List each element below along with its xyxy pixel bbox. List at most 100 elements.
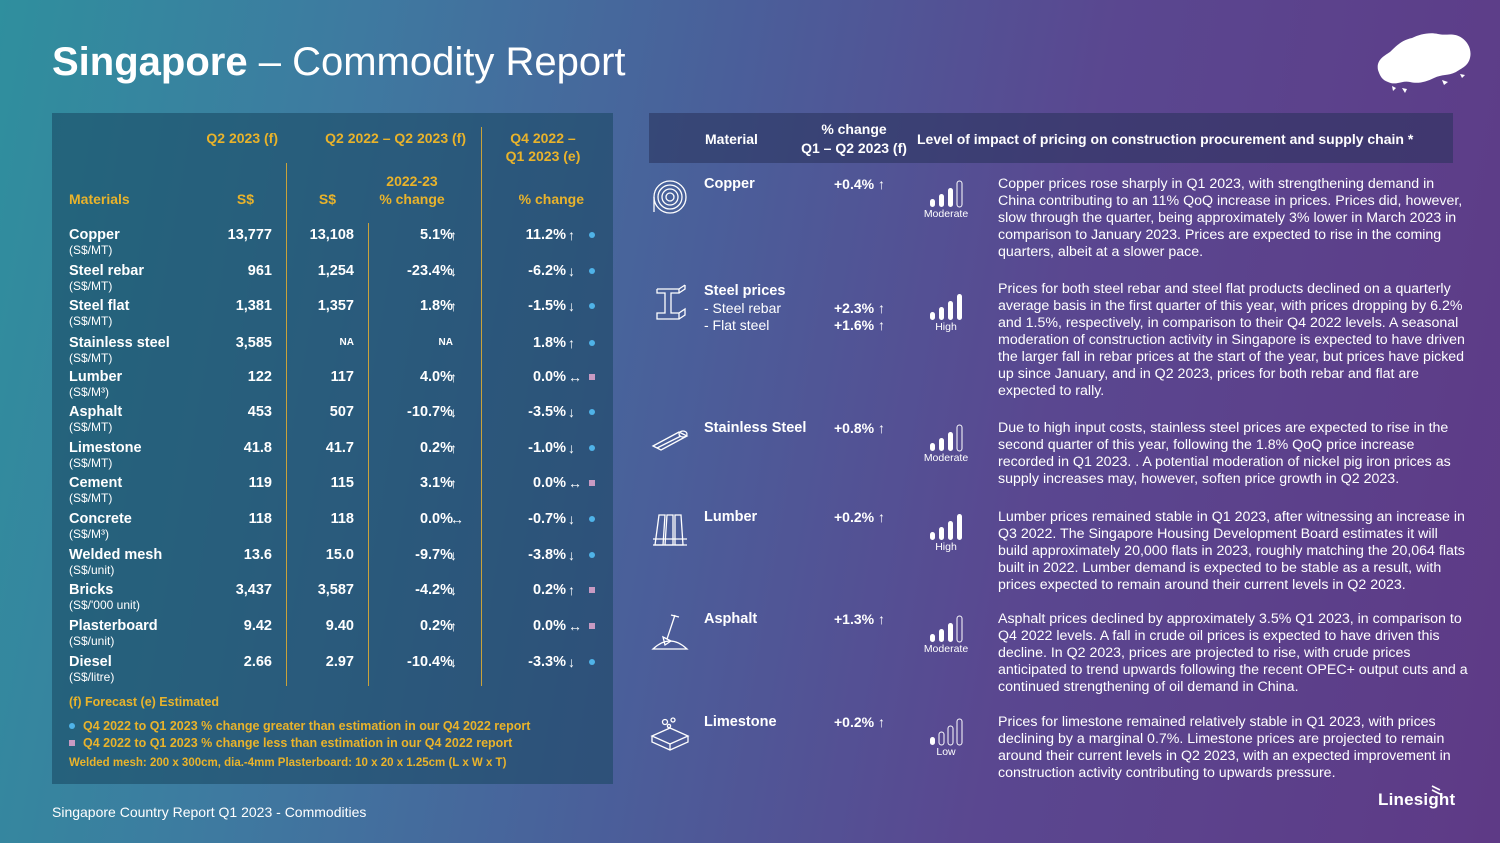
price-q2-2022: 1,254 <box>317 263 354 279</box>
material-name: Stainless steel <box>69 335 170 351</box>
table-row: Plasterboard (S$/unit) 9.42 9.40 0.2% ↑ 0.0% ↔ <box>52 618 613 654</box>
arrow-yoy: ↔ <box>450 511 464 527</box>
material-unit: (S$/unit) <box>69 634 115 648</box>
change-qoq: -1.0% <box>528 440 566 456</box>
price-q2-2023: 3,585 <box>235 335 272 351</box>
arrow-qoq: ↓ <box>568 404 575 420</box>
price-q2-2023: 1,381 <box>235 298 272 314</box>
change-qoq: -0.7% <box>528 511 566 527</box>
header-materials: Materials <box>69 191 130 207</box>
marker-blue <box>589 516 595 522</box>
price-q2-2022: 13,108 <box>309 227 354 243</box>
impact-change: +2.3% ↑ <box>834 300 885 316</box>
price-q2-2023: 9.42 <box>243 618 272 634</box>
legend-forecast: (f) Forecast (e) Estimated <box>69 695 220 709</box>
table-row: Cement (S$/MT) 119 115 3.1% ↑ 0.0% ↔ <box>52 475 613 511</box>
arrow-yoy: ↑ <box>450 475 457 491</box>
impact-change: +0.2% ↑ <box>834 714 885 730</box>
price-q2-2023: 453 <box>247 404 272 420</box>
impact-item: Limestone +0.2% ↑ Low Prices for limestone … <box>649 714 1469 814</box>
marker-pink <box>589 587 595 593</box>
change-yoy: -23.4% <box>407 263 453 279</box>
header-s2: S$ <box>318 191 336 207</box>
header-change-yoy: 2022-23% change <box>379 173 445 207</box>
linesight-logo: Linesight <box>1378 785 1455 810</box>
arrow-qoq: ↓ <box>568 511 575 527</box>
header-q4: Q4 2022 – Q1 2023 (e) <box>505 130 581 164</box>
header-q2-2023: Q2 2023 (f) <box>206 130 278 146</box>
signal-bars-icon <box>927 615 967 643</box>
material-unit: (S$/M³) <box>69 385 109 399</box>
price-q2-2023: 3,437 <box>235 582 272 598</box>
arrow-qoq: ↔ <box>568 475 582 491</box>
material-unit: (S$/litre) <box>69 670 115 684</box>
arrow-qoq: ↓ <box>568 440 575 456</box>
price-q2-2022: 118 <box>330 511 354 527</box>
change-yoy: -4.2% <box>415 582 453 598</box>
header-s1: S$ <box>236 191 254 207</box>
price-q2-2023: 2.66 <box>243 654 272 670</box>
marker-blue <box>589 232 595 238</box>
legend-blue: Q4 2022 to Q1 2023 % change greater than… <box>69 719 530 733</box>
material-name: Steel rebar <box>69 263 144 279</box>
material-name: Plasterboard <box>69 618 158 634</box>
change-yoy: -9.7% <box>415 547 453 563</box>
table-row: Concrete (S$/M³) 118 118 0.0% ↔ -0.7% ↓ <box>52 511 613 547</box>
arrow-yoy: ↑ <box>450 618 457 634</box>
material-name: Asphalt <box>69 404 123 420</box>
commodity-table: Q2 2023 (f) Q2 2022 – Q2 2023 (f) Q4 202… <box>52 113 613 784</box>
marker-blue <box>589 303 595 309</box>
impact-change: +0.8% ↑ <box>834 420 885 436</box>
marker-pink <box>589 374 595 380</box>
impact-description: Copper prices rose sharply in Q1 2023, w… <box>998 176 1463 260</box>
change-qoq: -6.2% <box>528 263 566 279</box>
change-qoq: 0.2% <box>532 582 566 598</box>
impact-description: Asphalt prices declined by approximately… <box>998 611 1468 695</box>
material-name: Bricks <box>69 582 114 598</box>
material-unit: (S$/MT) <box>69 456 113 470</box>
impact-sub: - Flat steel <box>704 317 770 333</box>
change-yoy: 0.2% <box>419 618 453 634</box>
price-q2-2022: 1,357 <box>317 298 354 314</box>
impact-level: Moderate <box>923 643 969 655</box>
table-row: Copper (S$/MT) 13,777 13,108 5.1% ↑ 11.2% ↑ <box>52 227 613 263</box>
change-yoy: NA <box>438 337 453 348</box>
arrow-qoq: ↓ <box>568 263 575 279</box>
limestone-block-icon <box>649 714 691 756</box>
impact-change: +0.4% ↑ <box>834 176 885 192</box>
signal-bars-icon <box>927 424 967 452</box>
change-yoy: 4.0% <box>419 369 453 385</box>
material-unit: (S$/MT) <box>69 279 113 293</box>
change-yoy: -10.4% <box>407 654 453 670</box>
material-unit: (S$/MT) <box>69 491 113 505</box>
material-unit: (S$/'000 unit) <box>69 598 140 612</box>
impact-description: Lumber prices remained stable in Q1 2023… <box>998 509 1465 593</box>
table-row: Limestone (S$/MT) 41.8 41.7 0.2% ↑ -1.0% ↓ <box>52 440 613 476</box>
impact-level: Moderate <box>923 452 969 464</box>
impact-item: Steel prices - Steel rebar - Flat steel +2.… <box>649 281 1469 399</box>
marker-blue <box>589 340 595 346</box>
signal-bars-icon <box>927 718 967 746</box>
impact-sub: - Steel rebar <box>704 300 782 316</box>
impact-change: +1.6% ↑ <box>834 317 885 333</box>
price-q2-2022: 117 <box>330 369 354 385</box>
footer-text: Singapore Country Report Q1 2023 - Commo… <box>52 804 367 820</box>
impact-level: Low <box>936 746 956 758</box>
price-q2-2022: 2.97 <box>325 654 354 670</box>
impact-material: Steel prices <box>704 283 786 299</box>
material-unit: (S$/MT) <box>69 420 113 434</box>
price-q2-2022: 41.7 <box>325 440 354 456</box>
change-qoq: -3.3% <box>528 654 566 670</box>
arrow-qoq: ↑ <box>568 582 575 598</box>
material-name: Limestone <box>69 440 142 456</box>
impact-material: Limestone <box>704 714 777 730</box>
head-level: Level of impact of pricing on constructi… <box>917 131 1414 147</box>
price-q2-2022: 115 <box>330 475 354 491</box>
arrow-qoq: ↓ <box>568 654 575 670</box>
impact-header: Material % change Q1 – Q2 2023 (f) Level … <box>649 113 1453 163</box>
arrow-qoq: ↑ <box>568 227 575 243</box>
marker-blue <box>589 659 595 665</box>
price-q2-2023: 41.8 <box>243 440 272 456</box>
price-q2-2023: 13.6 <box>243 547 272 563</box>
material-unit: (S$/MT) <box>69 243 113 257</box>
